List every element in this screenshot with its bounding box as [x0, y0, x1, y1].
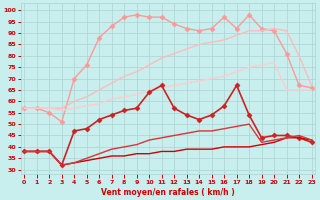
- X-axis label: Vent moyen/en rafales ( km/h ): Vent moyen/en rafales ( km/h ): [101, 188, 235, 197]
